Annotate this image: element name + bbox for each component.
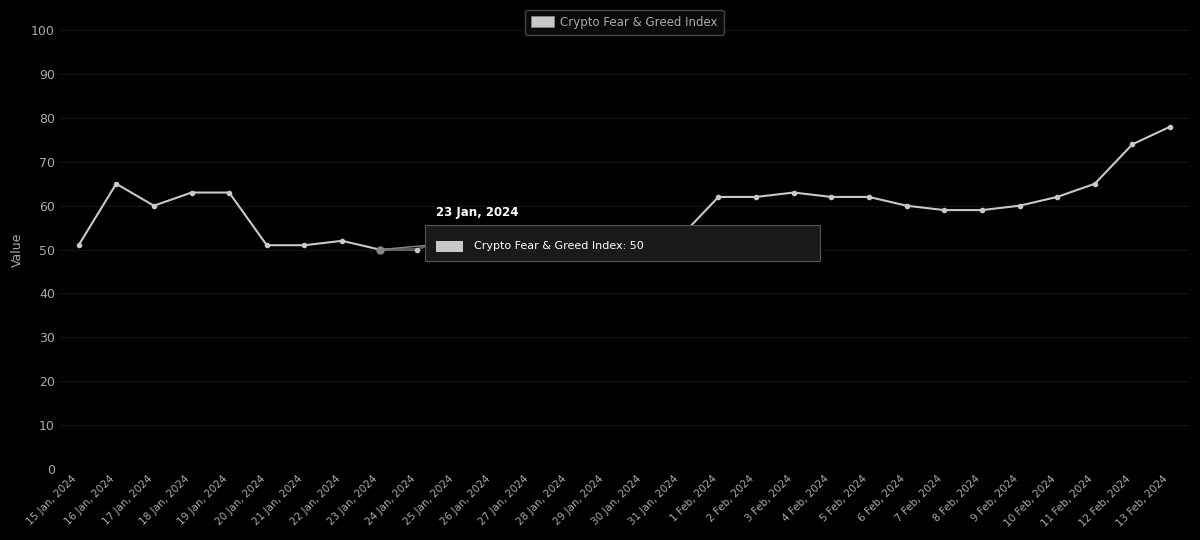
Bar <box>436 241 462 252</box>
FancyBboxPatch shape <box>425 226 820 261</box>
Y-axis label: Value: Value <box>11 232 24 267</box>
Text: 23 Jan, 2024: 23 Jan, 2024 <box>436 206 518 219</box>
Text: Crypto Fear & Greed Index: 50: Crypto Fear & Greed Index: 50 <box>474 241 643 251</box>
Legend: Crypto Fear & Greed Index: Crypto Fear & Greed Index <box>524 10 724 35</box>
